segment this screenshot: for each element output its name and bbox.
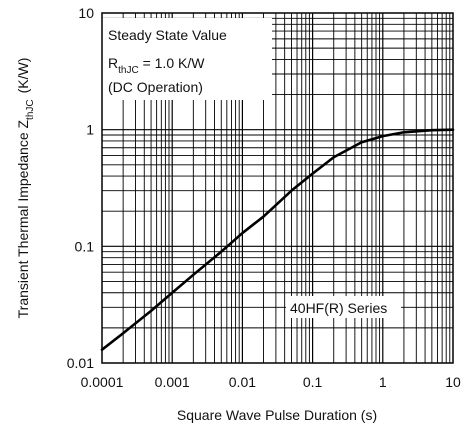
annotation-line-1: Steady State Value <box>108 27 227 43</box>
annotation-line-3: (DC Operation) <box>108 79 203 95</box>
y-tick-label: 10 <box>78 5 94 21</box>
series-line-0 <box>100 128 455 352</box>
y-tick-label: 0.1 <box>75 238 95 254</box>
series-label-box <box>286 296 401 318</box>
plot-frame <box>101 12 454 364</box>
x-tick-label: 0.0001 <box>81 374 124 390</box>
x-axis-title: Square Wave Pulse Duration (s) <box>177 407 377 423</box>
x-tick-label: 10 <box>445 374 461 390</box>
x-tick-label: 0.01 <box>229 374 256 390</box>
annotation-box <box>100 18 272 100</box>
x-tick-label: 0.1 <box>303 374 323 390</box>
y-tick-label: 0.01 <box>67 355 94 371</box>
annotation-line-2: RthJC = 1.0 K/W <box>108 55 205 76</box>
curve-layer <box>100 128 455 352</box>
series-label: 40HF(R) Series <box>290 300 387 316</box>
x-tick-label: 1 <box>379 374 387 390</box>
x-tick-label: 0.001 <box>155 374 190 390</box>
annotation-r-value: = 1.0 K/W <box>139 55 206 71</box>
y-axis-title-subscript: thJC <box>25 99 36 120</box>
y-tick-label: 1 <box>86 122 94 138</box>
y-axis-title: Transient Thermal Impedance ZthJC (K/W) <box>15 58 36 319</box>
y-axis-title-main: Transient Thermal Impedance Z <box>15 120 31 319</box>
tick-labels: 0.0001 0.001 0.01 0.1 1 10 0.01 0.1 1 10 <box>67 5 461 390</box>
y-axis-title-unit: (K/W) <box>15 58 31 94</box>
annotation-r-subscript: thJC <box>118 65 139 76</box>
annotation-r-symbol: R <box>108 55 118 71</box>
